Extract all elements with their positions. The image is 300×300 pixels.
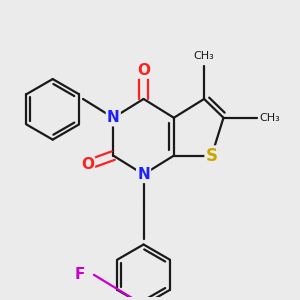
Text: O: O bbox=[81, 158, 94, 172]
Text: O: O bbox=[137, 63, 150, 78]
Text: S: S bbox=[206, 147, 218, 165]
Text: F: F bbox=[75, 267, 85, 282]
Text: CH₃: CH₃ bbox=[194, 51, 214, 61]
Text: CH₃: CH₃ bbox=[260, 113, 280, 123]
Text: N: N bbox=[107, 110, 120, 125]
Text: N: N bbox=[137, 167, 150, 182]
